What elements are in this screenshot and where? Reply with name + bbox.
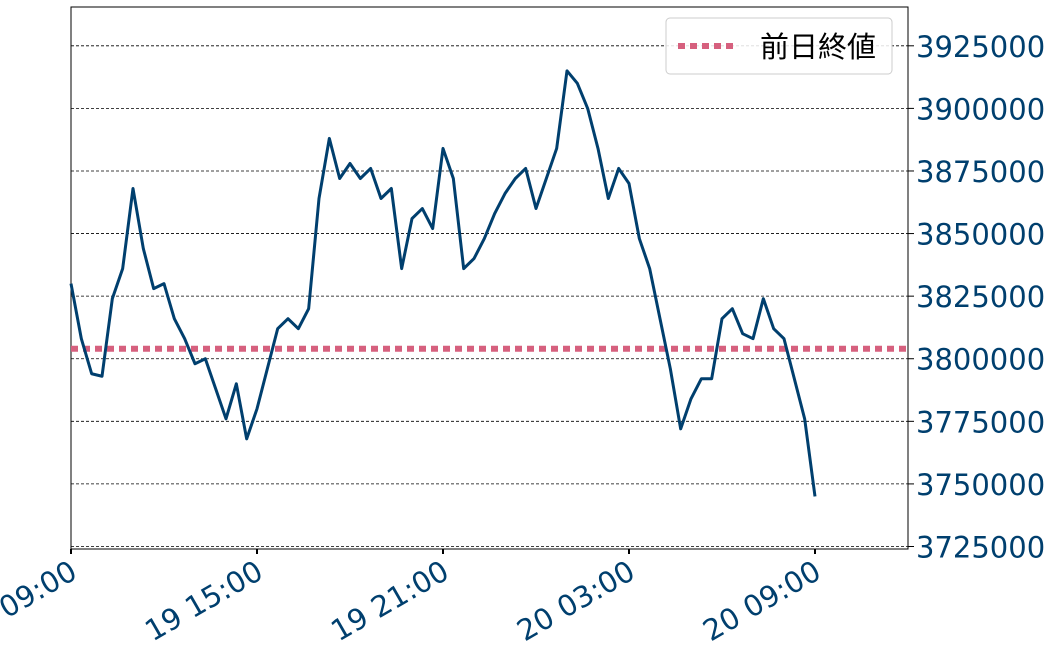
y-tick-label: 3725000 [916,530,1045,564]
y-tick-label: 3800000 [916,343,1045,377]
y-tick-label: 3925000 [916,30,1045,64]
y-tick-label: 3775000 [916,405,1045,439]
x-tick-label: 19 21:00 [325,554,454,648]
legend: 前日終値 [665,17,893,75]
y-tick-label: 3825000 [916,280,1045,314]
y-tick-label: 3900000 [916,92,1045,126]
x-tick-label: 20 03:00 [511,554,640,648]
x-tick-label: 19 09:00 [0,554,83,648]
legend-box [665,17,893,75]
legend-label: 前日終値 [760,30,876,64]
plot-frame [70,6,909,550]
x-tick-label: 20 09:00 [697,554,826,648]
price-line [69,69,817,497]
y-tick-label: 3875000 [916,155,1045,189]
x-tick-label: 19 15:00 [139,554,268,648]
y-tick-label: 3750000 [916,468,1045,502]
y-tick-label: 3850000 [916,218,1045,252]
